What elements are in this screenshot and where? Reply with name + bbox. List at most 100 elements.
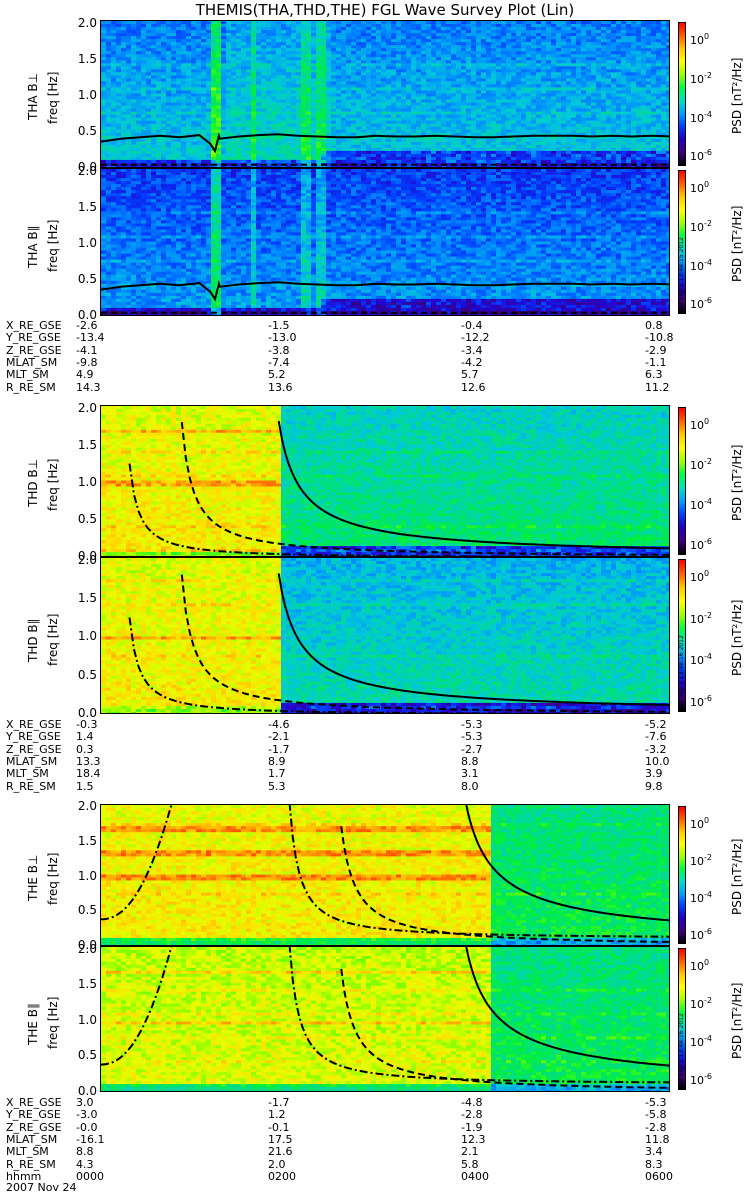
tha-par-spectrogram <box>100 168 670 316</box>
colorbar-tick: 10-2 <box>690 853 712 868</box>
gyro-frequency-curve <box>277 573 669 707</box>
colorbar-tick: 100 <box>690 569 709 584</box>
y-tick-label: 0.5 <box>67 512 97 526</box>
colorbar-label: PSD [nT²/Hz] <box>730 206 744 282</box>
panel-label: THD B∥ <box>26 618 40 662</box>
orbit-value: -13.0 <box>268 332 308 344</box>
spectrogram-cells <box>101 558 669 713</box>
colorbar-label: PSD [nT²/Hz] <box>730 445 744 521</box>
y-tick-label: 1.5 <box>67 52 97 66</box>
orbit-value: -0.4 <box>461 320 501 332</box>
colorbar-tick: 100 <box>690 816 709 831</box>
colorbar <box>678 170 686 314</box>
the-perp-spectrogram <box>100 804 670 946</box>
orbit-row: hhmm 0000 0200 0400 0600 <box>6 1170 746 1183</box>
thd-par-spectrogram <box>100 557 670 714</box>
orbit-value: 1.7 <box>268 768 308 780</box>
orbit-row-name: MLAT_SM <box>6 356 57 369</box>
orbit-row-name: X_RE_GSE <box>6 719 62 731</box>
orbit-value: 21.6 <box>268 1146 308 1158</box>
orbit-row-name: Z_RE_GSE <box>6 344 62 357</box>
colorbar-tick: 10-4 <box>690 652 712 667</box>
orbit-row: Y_RE_GSE 1.4 -2.1 -5.3 -7.6 <box>6 731 746 743</box>
orbit-row-name: Y_RE_GSE <box>6 332 61 344</box>
orbit-value: -7.4 <box>268 356 308 369</box>
orbit-row-name: X_RE_GSE <box>6 320 62 332</box>
orbit-value: 0400 <box>461 1170 501 1183</box>
colorbar-tick: 10-6 <box>690 296 712 311</box>
freq-axis-label: freq [Hz] <box>46 72 60 124</box>
orbit-value: -5.3 <box>461 719 501 731</box>
orbit-value: -12.2 <box>461 332 501 344</box>
y-tick-label: 2.0 <box>67 16 97 30</box>
orbit-value: 13.6 <box>268 381 308 394</box>
lower-hybrid-curve <box>340 968 669 1089</box>
colorbar <box>678 407 686 555</box>
gyro-frequency-curve <box>465 805 669 922</box>
gyro-frequency-curve <box>465 947 669 1067</box>
orbit-value: -2.8 <box>645 1121 685 1134</box>
orbit-row: MLAT_SM 13.3 8.9 8.8 10.0 <box>6 755 746 768</box>
orbit-row: MLT_SM 4.9 5.2 5.7 6.3 <box>6 369 746 381</box>
proton-cyclotron-curve <box>128 617 658 713</box>
y-tick-label: 1.0 <box>67 88 97 102</box>
spectrogram-cells <box>101 947 669 1091</box>
orbit-value: 8.3 <box>645 1158 685 1171</box>
orbit-row: MLAT_SM -16.1 17.5 12.3 11.8 <box>6 1133 746 1146</box>
orbit-row-name: R_RE_SM <box>6 381 56 394</box>
y-tick-label: 0.5 <box>67 124 97 138</box>
orbit-value: 11.2 <box>645 381 685 394</box>
y-tick-label: 1.5 <box>67 591 97 605</box>
thd-perp-spectrogram <box>100 405 670 557</box>
y-tick-label: 1.0 <box>67 869 97 883</box>
colorbar-label: PSD [nT²/Hz] <box>730 58 744 134</box>
orbit-row: MLT_SM 8.8 21.6 2.1 3.4 <box>6 1146 746 1158</box>
orbit-value: -1.5 <box>268 320 308 332</box>
orbit-row-name: MLT_SM <box>6 768 49 780</box>
orbit-value: 1.5 <box>76 780 116 793</box>
proton-cyclotron-curve-rising <box>101 805 173 921</box>
gyro-frequency-curve <box>101 280 669 302</box>
orbit-row: Z_RE_GSE -0.0 -0.1 -1.9 -2.8 <box>6 1121 746 1134</box>
freq-axis-label: freq [Hz] <box>46 853 60 905</box>
the-par-spectrogram <box>100 946 670 1092</box>
orbit-value: -3.8 <box>268 344 308 357</box>
orbit-row: Z_RE_GSE 0.3 -1.7 -2.7 -3.2 <box>6 743 746 756</box>
colorbar-tick: 100 <box>690 958 709 973</box>
proton-cyclotron-curve-rising <box>101 947 173 1066</box>
orbit-value: -2.8 <box>461 1109 501 1121</box>
colorbar-tick: 10-2 <box>690 71 712 86</box>
orbit-value: 5.7 <box>461 369 501 381</box>
gyro-frequency-curve <box>277 420 669 550</box>
orbit-value: -10.8 <box>645 332 685 344</box>
panel-label: THE B⊥ <box>26 855 40 901</box>
colorbar-tick: 100 <box>690 417 709 432</box>
panel-label: THA B⊥ <box>26 73 40 120</box>
generation-timestamp: Sat Sep 1 13:48:16 2012 <box>678 635 685 710</box>
y-tick-label: 1.0 <box>67 1013 97 1027</box>
orbit-value: 10.0 <box>645 755 685 768</box>
orbit-value: -0.1 <box>268 1121 308 1134</box>
orbit-row: X_RE_GSE -0.3 -4.6 -5.3 -5.2 <box>6 719 746 731</box>
orbit-value: 13.3 <box>76 755 116 768</box>
colorbar-tick: 10-4 <box>690 258 712 273</box>
orbit-value: -5.3 <box>461 731 501 743</box>
orbit-row-name: Y_RE_GSE <box>6 731 61 743</box>
orbit-row: R_RE_SM 1.5 5.3 8.0 9.8 <box>6 780 746 793</box>
orbit-value: 8.8 <box>76 1146 116 1158</box>
orbit-value: 1.2 <box>268 1109 308 1121</box>
orbit-value: -4.6 <box>268 719 308 731</box>
spectrogram-cells <box>101 169 669 315</box>
orbit-row-name: Z_RE_GSE <box>6 1121 62 1134</box>
colorbar-tick: 10-2 <box>690 219 712 234</box>
orbit-value: -2.1 <box>268 731 308 743</box>
freq-axis-label: freq [Hz] <box>46 613 60 665</box>
orbit-value: -3.4 <box>461 344 501 357</box>
spectrogram-cells <box>101 21 669 167</box>
orbit-value: -7.6 <box>645 731 685 743</box>
y-tick-label: 2.0 <box>67 942 97 956</box>
orbit-value: 0600 <box>645 1170 685 1183</box>
y-tick-label: 2.0 <box>67 164 97 178</box>
y-tick-label: 1.0 <box>67 475 97 489</box>
generation-timestamp: Sat Sep 1 13:48:15 2012 <box>678 237 685 312</box>
